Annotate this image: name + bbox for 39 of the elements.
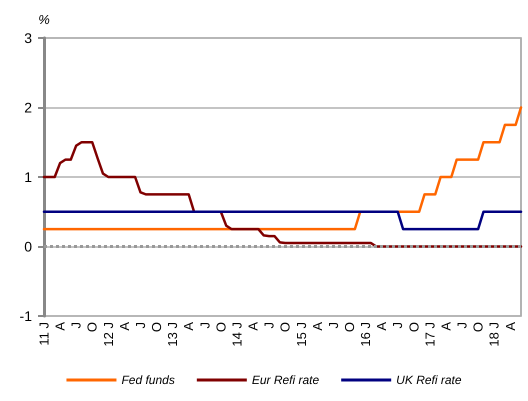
y-axis-title: % (38, 12, 50, 27)
legend-label: Eur Refi rate (252, 373, 320, 387)
x-tick-label: A (116, 322, 132, 331)
x-tick-label: 17 J (422, 322, 438, 347)
x-tick-label: 11 J (36, 322, 52, 346)
x-tick-label: A (246, 322, 261, 331)
x-tick-label: J (326, 322, 341, 328)
x-tick-label: 16 J (358, 322, 374, 347)
x-tick-label: 15 J (294, 322, 309, 347)
legend-label: Fed funds (121, 373, 175, 387)
x-tick-label: A (438, 322, 454, 331)
x-tick-label: J (390, 322, 406, 328)
x-tick-label: A (181, 322, 196, 331)
x-tick-label: J (262, 322, 277, 328)
x-tick-label: J (454, 322, 470, 328)
y-tick-label: 1 (24, 169, 32, 185)
x-tick-label: O (84, 322, 100, 332)
y-tick-label: 0 (24, 238, 32, 254)
y-tick-label: -1 (20, 308, 32, 324)
legend-label: UK Refi rate (396, 373, 462, 387)
x-tick-label: 12 J (100, 322, 116, 347)
x-tick-label: 18 J (486, 322, 502, 347)
x-tick-label: A (310, 322, 325, 331)
x-tick-label: O (149, 322, 164, 332)
x-tick-label: J (197, 322, 212, 328)
x-tick-label: O (406, 322, 422, 332)
x-tick-label: A (374, 322, 390, 331)
x-tick-label: 14 J (229, 322, 244, 347)
x-tick-label: 13 J (165, 322, 180, 347)
x-tick-label: O (342, 322, 357, 332)
x-tick-label: O (278, 322, 293, 332)
x-tick-label: O (213, 322, 228, 332)
y-tick-label: 3 (24, 30, 32, 46)
x-tick-label: J (132, 322, 148, 328)
x-tick-label: A (502, 322, 518, 331)
y-tick-label: 2 (24, 100, 32, 116)
x-tick-label: O (470, 322, 486, 332)
x-tick-label: A (52, 322, 68, 331)
x-tick-label: J (68, 322, 84, 328)
